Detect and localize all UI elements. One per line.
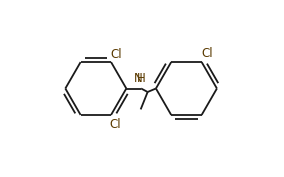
Text: N: N [134,72,143,85]
Text: H: H [137,72,145,85]
Text: Cl: Cl [110,48,122,61]
Text: Cl: Cl [110,118,121,131]
Text: Cl: Cl [201,47,213,60]
